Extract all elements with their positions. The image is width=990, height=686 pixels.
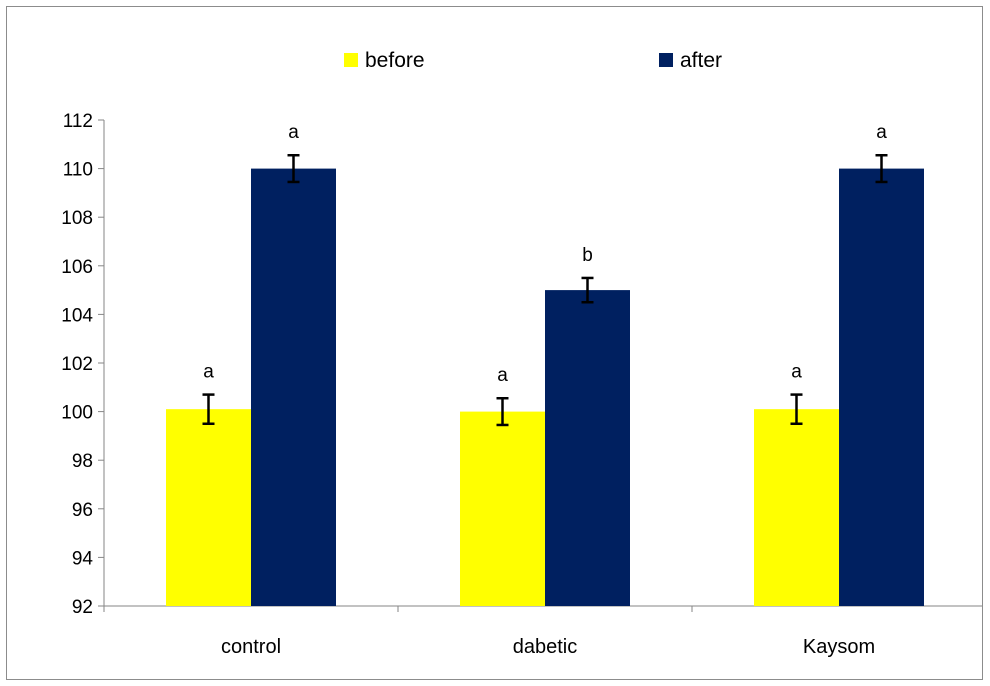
y-tick-label: 100 <box>61 403 93 424</box>
y-tick-label: 102 <box>61 354 93 375</box>
x-category-label: control <box>221 636 281 658</box>
bar-before-dabetic <box>460 411 545 606</box>
legend: before after <box>344 49 722 72</box>
significance-label: a <box>791 362 802 383</box>
bar-before-Kaysom <box>754 409 839 606</box>
bar-before-control <box>166 409 251 606</box>
bar-after-dabetic <box>545 290 630 606</box>
legend-swatch-after <box>659 53 673 67</box>
y-tick-label: 110 <box>63 160 93 181</box>
y-tick-label: 106 <box>61 257 93 278</box>
bar-after-control <box>251 168 336 606</box>
y-tick-label: 112 <box>63 111 93 132</box>
x-axis: control dabetic Kaysom <box>103 605 982 658</box>
y-tick-label: 94 <box>72 548 94 569</box>
y-tick-label: 96 <box>72 500 93 521</box>
chart-frame: before after 92 94 96 98 100 102 104 106 108 110 11… <box>6 6 983 680</box>
bar-after-Kaysom <box>839 168 924 606</box>
y-tick-label: 108 <box>61 208 93 229</box>
significance-label: a <box>497 365 508 386</box>
x-category-label: Kaysom <box>803 636 875 658</box>
significance-label: b <box>582 245 593 266</box>
x-category-label: dabetic <box>513 636 578 658</box>
y-tick-label: 98 <box>72 451 93 472</box>
y-tick-label: 104 <box>61 305 93 326</box>
bar-chart: before after 92 94 96 98 100 102 104 106 108 110 11… <box>61 49 982 658</box>
y-tick-label: 92 <box>72 597 93 618</box>
legend-label-before: before <box>365 49 425 72</box>
legend-swatch-before <box>344 53 358 67</box>
bars: a a a b a a <box>166 122 924 606</box>
significance-label: a <box>876 122 887 143</box>
significance-label: a <box>288 122 299 143</box>
legend-label-after: after <box>680 49 722 72</box>
significance-label: a <box>203 362 214 383</box>
y-axis: 92 94 96 98 100 102 104 106 108 110 112 <box>61 111 105 618</box>
